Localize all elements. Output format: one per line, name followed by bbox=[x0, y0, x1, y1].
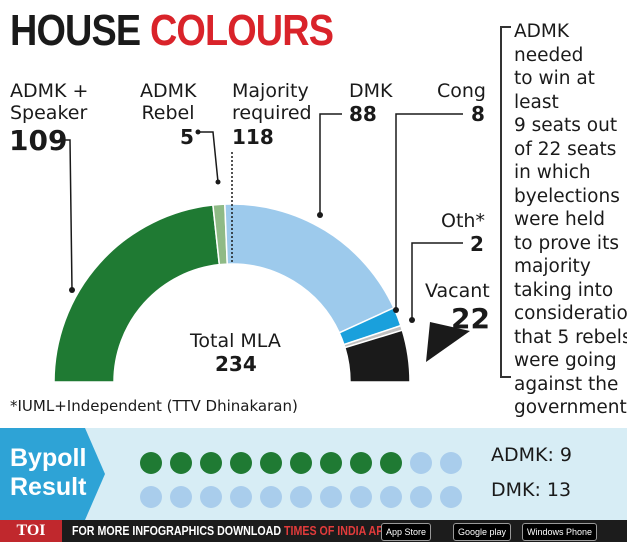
toi-logo[interactable]: TOI bbox=[0, 520, 62, 542]
footer-text: FOR MORE INFOGRAPHICS DOWNLOAD TIMES OF … bbox=[72, 520, 390, 542]
slice-vacant bbox=[343, 329, 411, 383]
value-majority: 118 bbox=[232, 125, 274, 149]
label-cong: Cong bbox=[437, 80, 486, 102]
seat-dot bbox=[380, 486, 402, 508]
leader-dot-rebel bbox=[215, 179, 221, 185]
seat-dot bbox=[290, 452, 312, 474]
label-admk-rebel: ADMK Rebel bbox=[140, 80, 197, 124]
title-word-house: HOUSE bbox=[10, 6, 141, 55]
seat-dot bbox=[260, 452, 282, 474]
app-store-badge[interactable]: App Store bbox=[381, 523, 432, 541]
label-vacant: Vacant bbox=[425, 280, 490, 302]
result-admk: ADMK: 9 bbox=[491, 444, 573, 466]
seat-dot bbox=[200, 452, 222, 474]
label-dmk: DMK bbox=[349, 80, 393, 102]
half-donut-chart bbox=[53, 113, 470, 383]
leader-oth bbox=[411, 242, 463, 320]
slice-admk-speaker bbox=[53, 204, 221, 383]
value-dmk: 88 bbox=[349, 102, 377, 126]
leader-dot-cong bbox=[393, 307, 399, 313]
value-admk-speaker: 109 bbox=[9, 124, 68, 157]
seat-dot bbox=[320, 486, 342, 508]
seat-dot bbox=[320, 452, 342, 474]
seat-dot bbox=[170, 486, 192, 508]
slice-dmk bbox=[224, 203, 395, 334]
seat-dot bbox=[380, 452, 402, 474]
result-dmk: DMK: 13 bbox=[491, 479, 572, 501]
label-oth: Oth* bbox=[441, 210, 485, 232]
seat-dot bbox=[440, 486, 462, 508]
value-vacant: 22 bbox=[451, 302, 490, 335]
seat-dot bbox=[350, 452, 372, 474]
leader-cong bbox=[395, 113, 463, 310]
value-oth: 2 bbox=[470, 232, 484, 256]
leader-dot-rebel-start bbox=[195, 129, 201, 135]
value-admk-rebel: 5 bbox=[180, 125, 194, 149]
seat-dot bbox=[350, 486, 372, 508]
seat-dot bbox=[410, 452, 432, 474]
center-total: 234 bbox=[215, 352, 257, 376]
note-bracket bbox=[500, 26, 511, 378]
google-play-badge[interactable]: Google play bbox=[453, 523, 512, 541]
seat-dot bbox=[410, 486, 432, 508]
label-majority: Majority required bbox=[232, 80, 312, 124]
seat-dot bbox=[230, 452, 252, 474]
vacant-pointer bbox=[426, 322, 470, 362]
seat-dot bbox=[260, 486, 282, 508]
seat-dot bbox=[140, 486, 162, 508]
footer-bar: TOI FOR MORE INFOGRAPHICS DOWNLOAD TIMES… bbox=[0, 520, 627, 542]
footer-text-red[interactable]: TIMES OF INDIA APP bbox=[284, 523, 391, 538]
leader-admk bbox=[62, 139, 73, 291]
leader-dmk bbox=[319, 113, 342, 215]
bypoll-row-dmk bbox=[140, 486, 480, 520]
bypoll-row-admk bbox=[140, 452, 480, 486]
seat-dot bbox=[440, 452, 462, 474]
label-admk-speaker: ADMK + Speaker bbox=[10, 80, 89, 124]
seat-dot bbox=[290, 486, 312, 508]
value-cong: 8 bbox=[471, 102, 485, 126]
leader-rebel bbox=[198, 131, 219, 183]
windows-phone-badge[interactable]: Windows Phone bbox=[522, 523, 598, 541]
center-label: Total MLA bbox=[190, 330, 281, 352]
note-text: ADMK needed to win at least 9 seats out … bbox=[514, 21, 627, 418]
seat-dot bbox=[140, 452, 162, 474]
bypoll-label: Bypoll Result bbox=[10, 444, 87, 501]
footnote: *IUML+Independent (TTV Dhinakaran) bbox=[10, 397, 298, 415]
seat-dot bbox=[170, 452, 192, 474]
seat-dot bbox=[230, 486, 252, 508]
title-word-colours: COLOURS bbox=[149, 6, 334, 55]
footer-text-white: FOR MORE INFOGRAPHICS DOWNLOAD bbox=[72, 523, 285, 538]
leader-dot-dmk bbox=[317, 212, 323, 218]
bypoll-arrow bbox=[0, 428, 105, 520]
seat-dot bbox=[200, 486, 222, 508]
leader-dot-admk bbox=[69, 287, 75, 293]
bypoll-dots bbox=[140, 452, 480, 520]
chart-title: HOUSE COLOURS bbox=[10, 6, 334, 56]
leader-dot-oth bbox=[409, 317, 415, 323]
